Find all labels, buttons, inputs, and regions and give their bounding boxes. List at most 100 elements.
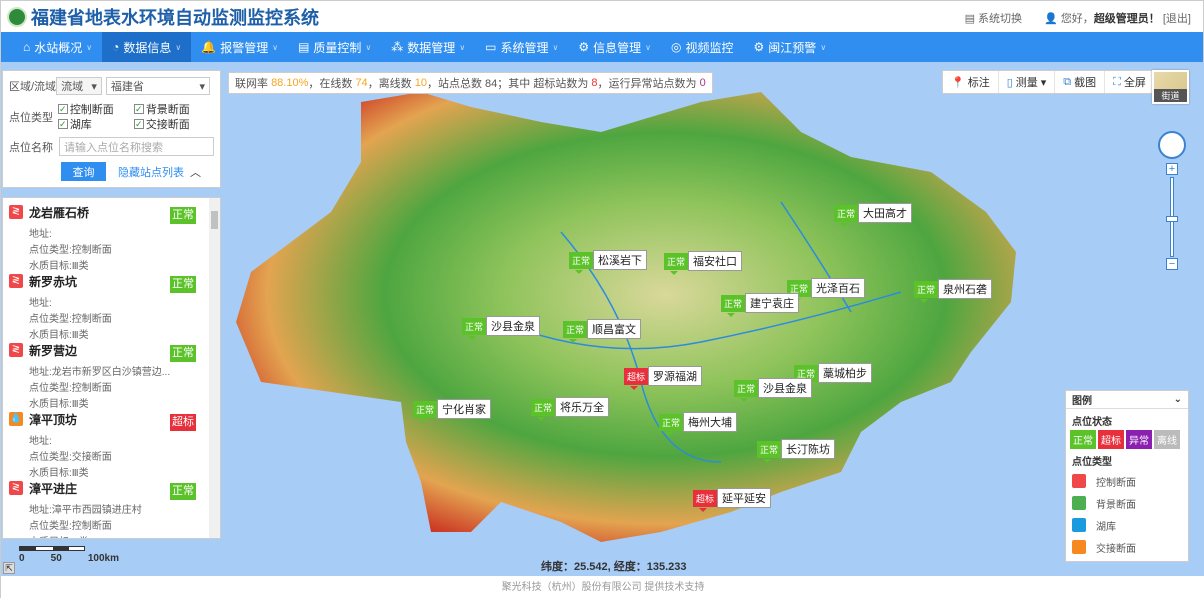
marker-status: 正常: [734, 379, 759, 402]
map-station-marker[interactable]: 正常 福安社口: [664, 251, 743, 275]
control-section-icon: ≷: [9, 274, 23, 288]
map-station-marker[interactable]: 超标 延平延安: [693, 488, 772, 512]
marker-label: 沙县金泉: [758, 378, 813, 398]
map-station-marker[interactable]: 正常 宁化肖家: [413, 399, 492, 423]
logout-link[interactable]: [退出]: [1162, 13, 1191, 25]
nav-item-1[interactable]: ◔ 数据信息 ∨: [102, 32, 192, 62]
chevron-up-icon[interactable]: ︿: [190, 166, 201, 179]
map-station-marker[interactable]: 超标 罗源福湖: [624, 366, 703, 390]
marker-status: 正常: [563, 320, 588, 343]
map-station-marker[interactable]: 正常 将乐万全: [531, 397, 610, 421]
legend-type: 背景断面: [1066, 492, 1188, 514]
map-station-marker[interactable]: 正常 长汀陈坊: [757, 439, 836, 463]
tool-pin[interactable]: 📍 标注: [943, 71, 999, 93]
tool-label: 测量: [1015, 77, 1038, 89]
nav-item-3[interactable]: ▤ 质量控制 ∨: [288, 32, 381, 62]
scrollbar[interactable]: [209, 198, 220, 538]
nav-item-8[interactable]: ⚙ 闽江预警 ∨: [744, 32, 837, 62]
nav-item-5[interactable]: ▭ 系统管理 ∨: [475, 32, 568, 62]
chevron-down-icon[interactable]: ⌄: [1173, 394, 1182, 405]
map-station-marker[interactable]: 正常 松溪岩下: [569, 250, 648, 274]
background-section-icon: [1072, 496, 1086, 510]
nav-item-2[interactable]: 🔔 报警管理 ∨: [191, 32, 288, 62]
nav-item-6[interactable]: ⚙ 信息管理 ∨: [568, 32, 661, 62]
tool-label: 标注: [967, 77, 990, 89]
monitor-icon: ▭: [485, 40, 497, 54]
station-address: 地址:龙岩市新罗区白沙镇营边...: [29, 367, 171, 378]
video-icon: ◎: [671, 40, 682, 54]
station-name: 龙岩雁石桥: [29, 206, 90, 220]
map-station-marker[interactable]: 正常 顺昌富文: [563, 319, 642, 343]
station-name-input[interactable]: 请输入点位名称搜索: [59, 137, 214, 156]
station-address: 地址:: [29, 298, 52, 309]
map-station-marker[interactable]: 正常 梅州大埔: [659, 412, 738, 436]
tool-screenshot[interactable]: ⧉ 截图: [1055, 71, 1106, 93]
legend-type: 交接断面: [1066, 536, 1188, 558]
station-list-item[interactable]: ≷ 龙岩雁石桥 地址: 点位类型:控制断面 水质目标:Ⅲ类 正常: [3, 198, 220, 272]
legend-status-0: 正常: [1070, 430, 1096, 449]
type-checkbox[interactable]: ✓ 控制断面: [57, 101, 134, 116]
nav-item-7[interactable]: ◎ 视频监控: [661, 32, 744, 62]
reservoir-icon: [1072, 518, 1086, 532]
chevron-down-icon: ∨: [459, 42, 466, 52]
map-station-marker[interactable]: 正常 建宁袁庄: [721, 293, 800, 317]
query-button[interactable]: 查询: [61, 162, 106, 181]
chevron-down-icon: ▾: [1040, 76, 1047, 89]
station-list-item[interactable]: ≷ 新罗营边 地址:龙岩市新罗区白沙镇营边... 点位类型:控制断面 水质目标:…: [3, 336, 220, 410]
chevron-down-icon: ∨: [820, 42, 827, 52]
station-list-item[interactable]: 💧 漳平顶坊 地址: 点位类型:交接断面 水质目标:Ⅲ类 超标: [3, 405, 220, 479]
checkbox-label: 背景断面: [145, 103, 190, 116]
check-icon: ✓: [133, 118, 144, 129]
marker-label: 光泽百石: [811, 278, 866, 298]
station-address: 地址:: [29, 229, 52, 240]
marker-status: 超标: [693, 489, 718, 512]
marker-label: 将乐万全: [555, 397, 610, 417]
marker-status: 超标: [624, 367, 649, 390]
nav-item-0[interactable]: ⌂ 水站概况 ∨: [13, 32, 102, 62]
station-list-item[interactable]: ≷ 新罗赤坑 地址: 点位类型:控制断面 水质目标:Ⅲ类 正常: [3, 267, 220, 341]
type-checkbox[interactable]: ✓ 湖库: [57, 116, 134, 131]
station-list-item[interactable]: ≷ 漳平进庄 地址:漳平市西园镇进庄村 点位类型:控制断面 水质目标:Ⅲ类 正常: [3, 474, 220, 538]
logo: [7, 6, 27, 27]
document-icon: ▤: [298, 40, 310, 54]
nav-item-4[interactable]: ⁂ 数据管理 ∨: [381, 32, 475, 62]
expand-icon[interactable]: ⇱: [3, 562, 15, 574]
legend-type-label: 交接断面: [1096, 543, 1136, 555]
legend-status-title: 点位状态: [1072, 417, 1112, 428]
pan-control[interactable]: [1158, 131, 1186, 159]
map-station-marker[interactable]: 正常 大田高才: [834, 203, 913, 227]
map-station-marker[interactable]: 正常 泉州石砻: [914, 279, 993, 303]
marker-status: 正常: [569, 251, 594, 274]
zoom-out-button[interactable]: −: [1166, 258, 1178, 270]
station-type: 点位类型:控制断面: [29, 314, 112, 325]
legend-status-2: 异常: [1126, 430, 1152, 449]
region-type-select[interactable]: 流域 ▾: [56, 77, 102, 95]
marker-label: 福安社口: [688, 251, 743, 271]
zoom-handle[interactable]: [1166, 216, 1178, 222]
tool-ruler[interactable]: ▯ 测量 ▾: [999, 71, 1056, 93]
tool-fullscreen[interactable]: ⛶ 全屏: [1105, 71, 1155, 93]
map-station-marker[interactable]: 正常 藁城柏步: [794, 363, 873, 387]
legend-type-label: 控制断面: [1096, 477, 1136, 489]
fullscreen-icon: ⛶: [1113, 75, 1121, 88]
type-checkbox[interactable]: ✓ 背景断面: [133, 101, 210, 116]
zoom-in-button[interactable]: +: [1166, 163, 1178, 175]
region-select[interactable]: 福建省 ▾: [105, 77, 211, 95]
marker-label: 沙县金泉: [486, 316, 541, 336]
checkbox-label: 湖库: [69, 118, 92, 131]
marker-label: 泉州石砻: [938, 279, 993, 299]
marker-status: 正常: [413, 400, 438, 423]
map-station-marker[interactable]: 正常 沙县金泉: [462, 316, 541, 340]
marker-status: 正常: [462, 317, 487, 340]
legend-status-1: 超标: [1098, 430, 1124, 449]
hide-list-link[interactable]: 隐藏站点列表: [118, 166, 184, 179]
screenshot-icon: ⧉: [1063, 75, 1072, 88]
map-station-marker[interactable]: 正常 光泽百石: [787, 278, 866, 302]
system-switch-link[interactable]: ▤ 系统切换: [964, 13, 1023, 25]
legend-type-label: 背景断面: [1096, 499, 1136, 511]
map[interactable]: 区域/流域 流域 ▾ 福建省 ▾ 点位类型 ✓ 控制断面 ✓ 背景断面 ✓ 湖库 ✓ 交接断面 点…: [1, 62, 1204, 576]
type-checkbox[interactable]: ✓ 交接断面: [133, 116, 210, 131]
pin-icon: 📍: [951, 76, 965, 89]
map-station-marker[interactable]: 正常 沙县金泉: [734, 378, 813, 402]
basemap-switch[interactable]: 街道: [1152, 70, 1189, 104]
